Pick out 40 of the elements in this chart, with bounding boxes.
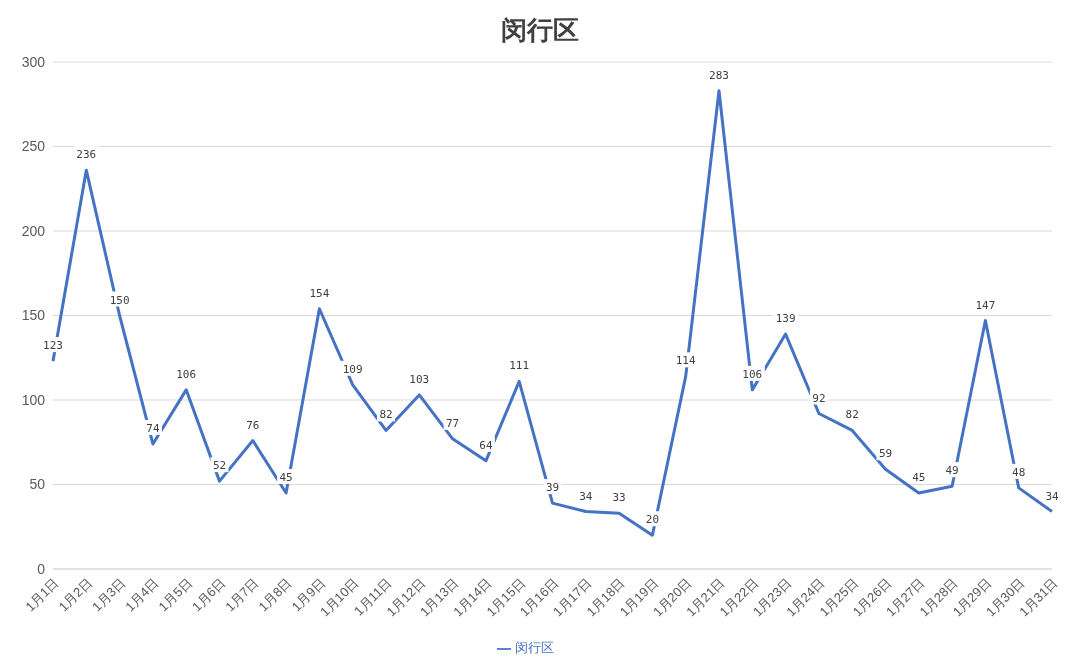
data-label: 49: [945, 464, 959, 478]
legend-label: 闵行区: [514, 640, 554, 655]
data-label: 39: [545, 481, 560, 495]
data-label: 150: [109, 293, 130, 307]
data-label: 92: [812, 391, 826, 405]
data-label: 33: [612, 491, 626, 505]
data-label: 106: [742, 367, 763, 381]
data-label: 34: [1045, 489, 1059, 503]
data-label: 77: [445, 416, 460, 430]
data-label: 154: [309, 286, 330, 300]
y-tick-label: 300: [21, 53, 46, 70]
data-label: 34: [579, 489, 593, 503]
data-label: 20: [645, 513, 660, 527]
data-label: 48: [1012, 465, 1026, 479]
data-label: 45: [912, 470, 926, 484]
data-label: 147: [975, 298, 996, 312]
data-label: 236: [76, 148, 97, 162]
data-label: 139: [775, 312, 796, 326]
data-label: 114: [675, 354, 697, 368]
data-label: 123: [43, 339, 63, 353]
y-tick-label: 200: [21, 222, 46, 239]
y-tick-label: 250: [21, 138, 46, 155]
data-label: 59: [878, 447, 893, 461]
y-tick-label: 100: [21, 391, 46, 408]
y-tick-label: 0: [37, 560, 46, 577]
data-label: 76: [246, 418, 260, 432]
data-label: 64: [479, 438, 493, 452]
chart-title: 闵行区: [500, 14, 580, 47]
data-label: 109: [342, 362, 363, 376]
data-label: 111: [509, 359, 530, 373]
y-tick-label: 50: [29, 476, 46, 493]
data-label: 82: [379, 408, 393, 422]
data-label: 82: [845, 408, 859, 422]
data-label: 52: [212, 459, 227, 473]
data-label: 45: [279, 470, 293, 484]
data-label: 106: [176, 367, 197, 381]
y-tick-label: 150: [21, 307, 46, 324]
data-label: 103: [409, 372, 430, 386]
data-label: 283: [709, 68, 729, 82]
data-label: 74: [146, 421, 160, 435]
